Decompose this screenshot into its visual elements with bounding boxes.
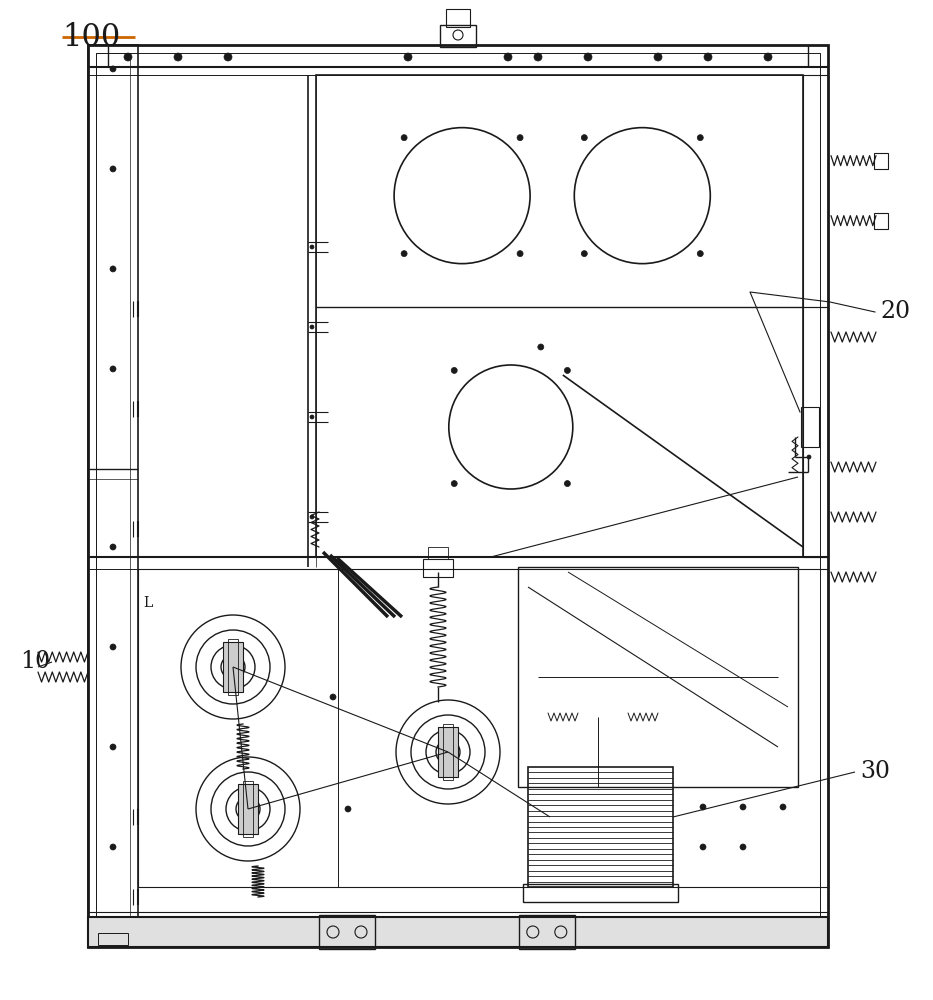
Bar — [438, 727, 458, 777]
Circle shape — [697, 251, 703, 257]
Circle shape — [401, 135, 407, 141]
Circle shape — [110, 544, 116, 550]
Bar — [518, 567, 798, 787]
Bar — [96, 53, 130, 939]
Circle shape — [740, 804, 746, 810]
Circle shape — [345, 806, 351, 812]
Circle shape — [764, 53, 772, 61]
Bar — [88, 45, 138, 947]
Bar — [228, 639, 238, 695]
Circle shape — [224, 53, 232, 61]
Bar — [801, 407, 819, 447]
Circle shape — [110, 366, 116, 372]
Bar — [446, 9, 470, 27]
Bar — [88, 917, 828, 947]
Bar — [803, 307, 828, 557]
Circle shape — [452, 481, 457, 487]
Circle shape — [310, 515, 314, 519]
Bar — [443, 724, 453, 780]
Circle shape — [110, 844, 116, 850]
Bar — [96, 53, 820, 939]
Bar — [519, 915, 575, 949]
Bar — [440, 25, 476, 47]
Bar — [523, 884, 678, 902]
Circle shape — [581, 251, 587, 257]
Circle shape — [452, 367, 457, 373]
Circle shape — [700, 844, 706, 850]
Bar — [138, 569, 338, 887]
Circle shape — [310, 325, 314, 329]
Bar — [88, 45, 828, 947]
Circle shape — [564, 481, 570, 487]
Circle shape — [110, 266, 116, 272]
Circle shape — [504, 53, 512, 61]
Bar — [874, 153, 888, 169]
Bar — [243, 781, 253, 837]
Bar — [316, 75, 803, 557]
Text: 10: 10 — [20, 650, 50, 674]
Text: L: L — [143, 596, 152, 610]
Circle shape — [700, 804, 706, 810]
Circle shape — [404, 53, 412, 61]
Bar — [528, 767, 673, 887]
Bar — [319, 915, 375, 949]
Circle shape — [310, 415, 314, 419]
Circle shape — [537, 344, 544, 350]
Circle shape — [740, 844, 746, 850]
Circle shape — [564, 367, 570, 373]
Circle shape — [310, 245, 314, 249]
Circle shape — [110, 66, 116, 72]
Text: 20: 20 — [880, 300, 910, 324]
Circle shape — [517, 135, 523, 141]
Bar — [223, 642, 243, 692]
Circle shape — [517, 251, 523, 257]
Bar — [423, 559, 453, 577]
Bar — [428, 547, 448, 559]
Bar — [138, 569, 828, 887]
Bar — [238, 784, 258, 834]
Circle shape — [401, 251, 407, 257]
Circle shape — [174, 53, 182, 61]
Circle shape — [581, 135, 587, 141]
Circle shape — [110, 644, 116, 650]
Circle shape — [534, 53, 542, 61]
Text: 30: 30 — [860, 760, 890, 784]
Circle shape — [780, 804, 786, 810]
Bar — [874, 213, 888, 229]
Circle shape — [124, 53, 132, 61]
Circle shape — [807, 455, 811, 459]
Circle shape — [584, 53, 592, 61]
Circle shape — [110, 744, 116, 750]
Circle shape — [330, 694, 336, 700]
Circle shape — [654, 53, 662, 61]
Bar — [803, 75, 828, 307]
Bar — [98, 933, 128, 945]
Circle shape — [704, 53, 712, 61]
Text: 100: 100 — [62, 22, 120, 53]
Circle shape — [110, 166, 116, 172]
Circle shape — [697, 135, 703, 141]
